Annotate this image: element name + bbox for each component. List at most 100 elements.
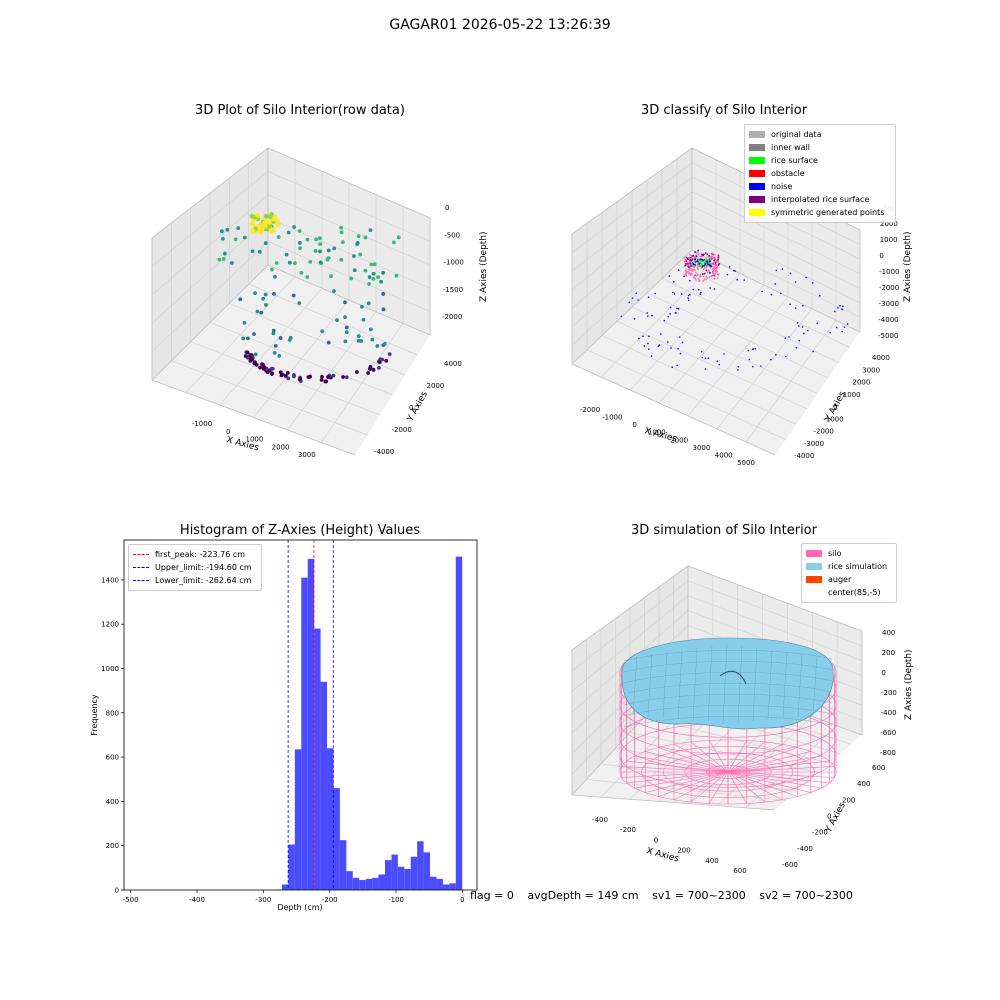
rice-mesh-line xyxy=(623,672,833,684)
legend-line-swatch xyxy=(133,567,149,568)
data-point xyxy=(267,223,272,229)
data-point xyxy=(344,325,349,330)
data-point xyxy=(366,371,370,375)
silo-spoke xyxy=(658,747,729,773)
noise-point xyxy=(718,363,721,366)
histogram-bar xyxy=(423,852,431,890)
x-tick-label: 2000 xyxy=(670,436,688,444)
data-point xyxy=(220,237,225,241)
noise-point xyxy=(843,326,846,328)
data-point xyxy=(291,293,296,298)
data-point xyxy=(332,246,337,251)
x-tick-label: 200 xyxy=(677,847,690,855)
box-edge xyxy=(151,147,269,239)
z-tick-label: -4000 xyxy=(878,316,898,324)
histogram-bar xyxy=(372,877,379,890)
surface-point xyxy=(700,265,703,268)
noise-point xyxy=(677,269,680,272)
y-tick-label: 800 xyxy=(106,709,119,717)
silo-point xyxy=(688,261,691,263)
rice-surface xyxy=(621,637,834,730)
rice-mesh-line xyxy=(767,649,773,720)
noise-point xyxy=(668,275,671,277)
surface-point xyxy=(706,260,709,263)
silo-point xyxy=(697,253,700,256)
noise-point xyxy=(770,293,773,296)
noise-point xyxy=(784,355,787,358)
grid-line xyxy=(676,263,850,348)
x-tick-label: -1000 xyxy=(192,420,212,428)
noise-point xyxy=(671,366,674,368)
box-edge xyxy=(571,249,693,365)
box-edge xyxy=(267,147,431,219)
data-point xyxy=(392,240,396,245)
silo-point xyxy=(684,269,687,272)
histogram-xlabel: Depth (cm) xyxy=(277,903,322,912)
histogram-bar xyxy=(430,876,437,890)
legend-entry: silo xyxy=(806,547,892,560)
data-point xyxy=(352,268,357,273)
silo-point xyxy=(699,275,702,278)
data-point xyxy=(320,374,324,379)
z-tick-label: 200 xyxy=(882,649,895,657)
noise-point xyxy=(704,357,707,360)
silo-point xyxy=(697,249,700,252)
silo-point xyxy=(688,272,691,275)
silo-point xyxy=(713,268,716,271)
legend-label: Lower_limit: -262.64 cm xyxy=(155,576,252,585)
box-edge xyxy=(571,147,693,235)
y-tick-label: 1200 xyxy=(101,621,119,629)
noise-point xyxy=(774,283,777,285)
legend-swatch xyxy=(806,576,822,583)
data-point xyxy=(253,352,258,357)
silo-point xyxy=(713,275,716,278)
x-tick-label: 0 xyxy=(460,896,464,904)
data-point xyxy=(308,259,313,264)
grid-line xyxy=(190,341,381,416)
grid-line xyxy=(601,335,797,425)
legend-entry: inner wall xyxy=(749,141,891,154)
silo-spoke xyxy=(621,771,729,778)
silo-point xyxy=(706,277,709,279)
grid-line xyxy=(151,171,269,267)
silo-point xyxy=(701,273,704,275)
silo-point xyxy=(711,268,714,271)
histogram-bar xyxy=(442,884,450,890)
histogram-bar xyxy=(339,840,347,890)
data-point xyxy=(263,213,269,219)
noise-point xyxy=(650,355,653,357)
data-point xyxy=(356,234,361,239)
noise-point xyxy=(657,345,660,348)
noise-point xyxy=(728,266,731,268)
z-tick-label: -5000 xyxy=(878,332,898,340)
silo-spoke xyxy=(658,771,729,797)
data-point xyxy=(358,252,363,257)
silo-spoke xyxy=(727,771,822,789)
data-point xyxy=(326,375,330,379)
raw-data-3d-scatter: -1000 0 1000 2000 3000 4000 -4000 -2000 0 2000 400… xyxy=(151,147,489,460)
noise-point xyxy=(733,269,735,272)
data-point xyxy=(270,267,274,272)
data-point xyxy=(248,353,253,358)
data-point xyxy=(222,251,227,256)
grid-line xyxy=(687,595,863,662)
panel4-xlabel: X Axies xyxy=(645,846,680,864)
x-tick-label: 600 xyxy=(733,867,746,875)
silo-point xyxy=(713,257,715,260)
silo-point xyxy=(717,264,720,266)
silo-spoke xyxy=(626,771,729,784)
x-tick-label: 0 xyxy=(654,836,658,844)
panel4-zlabel: Z Axies (Depth) xyxy=(904,649,914,720)
silo-spoke xyxy=(727,747,798,773)
silo-spoke xyxy=(727,751,811,773)
silo-point xyxy=(715,259,717,262)
noise-point xyxy=(689,279,691,282)
data-point xyxy=(306,375,311,380)
data-point xyxy=(252,332,256,336)
y-tick-label: 0 xyxy=(409,404,413,412)
rice-mesh-line xyxy=(737,645,743,723)
noise-point xyxy=(648,348,650,350)
surface-point xyxy=(698,262,701,265)
back-pane xyxy=(692,148,860,332)
silo-point xyxy=(694,278,697,281)
